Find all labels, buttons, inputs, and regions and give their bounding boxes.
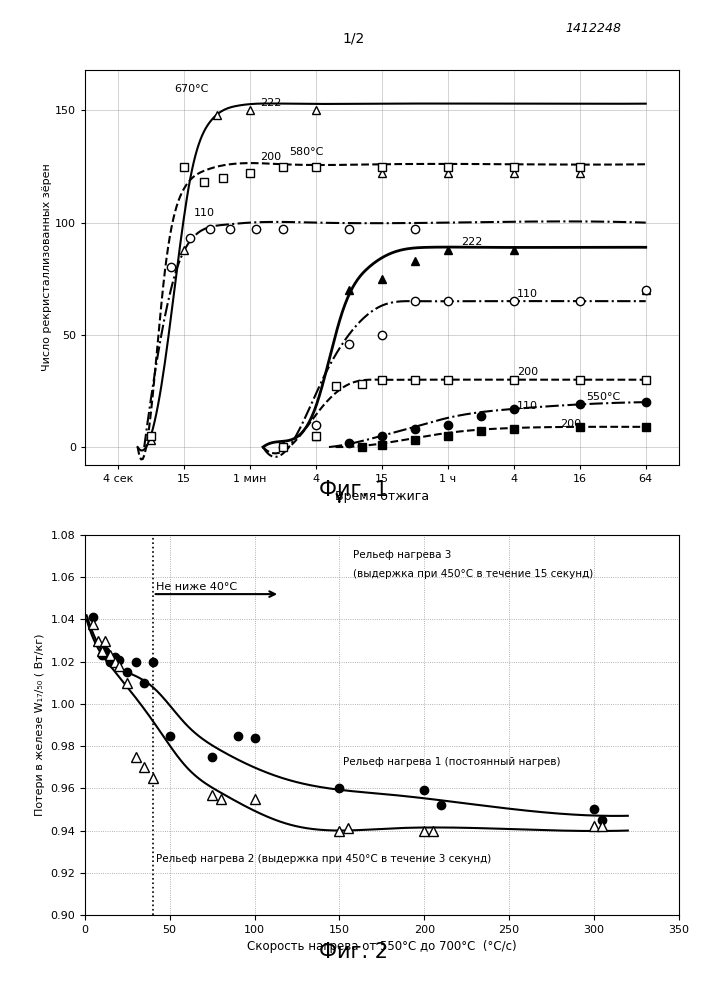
Y-axis label: Число рекристаллизованных зёрен: Число рекристаллизованных зёрен <box>42 164 52 371</box>
Text: Рельеф нагрева 3: Рельеф нагрева 3 <box>353 550 451 560</box>
Text: 200: 200 <box>560 419 581 429</box>
Text: 222: 222 <box>259 98 281 108</box>
Text: Не ниже 40°C: Не ниже 40°C <box>156 582 238 592</box>
Text: Рельеф нагрева 2 (выдержка при 450°C в течение 3 секунд): Рельеф нагрева 2 (выдержка при 450°C в т… <box>156 854 491 864</box>
Text: 1412248: 1412248 <box>566 21 621 34</box>
Text: 550°C: 550°C <box>586 392 621 402</box>
Text: Фиг. 2: Фиг. 2 <box>319 942 388 962</box>
Text: 110: 110 <box>517 289 538 299</box>
Text: 580°C: 580°C <box>289 147 324 157</box>
Text: Фиг. 1: Фиг. 1 <box>319 480 388 500</box>
X-axis label: Скорость нагрева от 550°C до 700°C  (°C/c): Скорость нагрева от 550°C до 700°C (°C/c… <box>247 940 517 953</box>
Text: Рельеф нагрева 1 (постоянный нагрев): Рельеф нагрева 1 (постоянный нагрев) <box>343 757 560 767</box>
Y-axis label: Потери в железе W₁₇/₅₀ ( Вт/кг): Потери в железе W₁₇/₅₀ ( Вт/кг) <box>35 634 45 816</box>
Text: 200: 200 <box>517 367 538 377</box>
Text: 110: 110 <box>194 208 215 218</box>
Text: 200: 200 <box>259 152 281 162</box>
Text: 670°C: 670°C <box>174 84 209 94</box>
Text: 222: 222 <box>461 237 482 247</box>
Text: 1/2: 1/2 <box>342 31 365 45</box>
X-axis label: Время отжига: Время отжига <box>334 490 429 503</box>
Text: 110: 110 <box>517 401 538 411</box>
Text: (выдержка при 450°C в течение 15 секунд): (выдержка при 450°C в течение 15 секунд) <box>353 569 593 579</box>
